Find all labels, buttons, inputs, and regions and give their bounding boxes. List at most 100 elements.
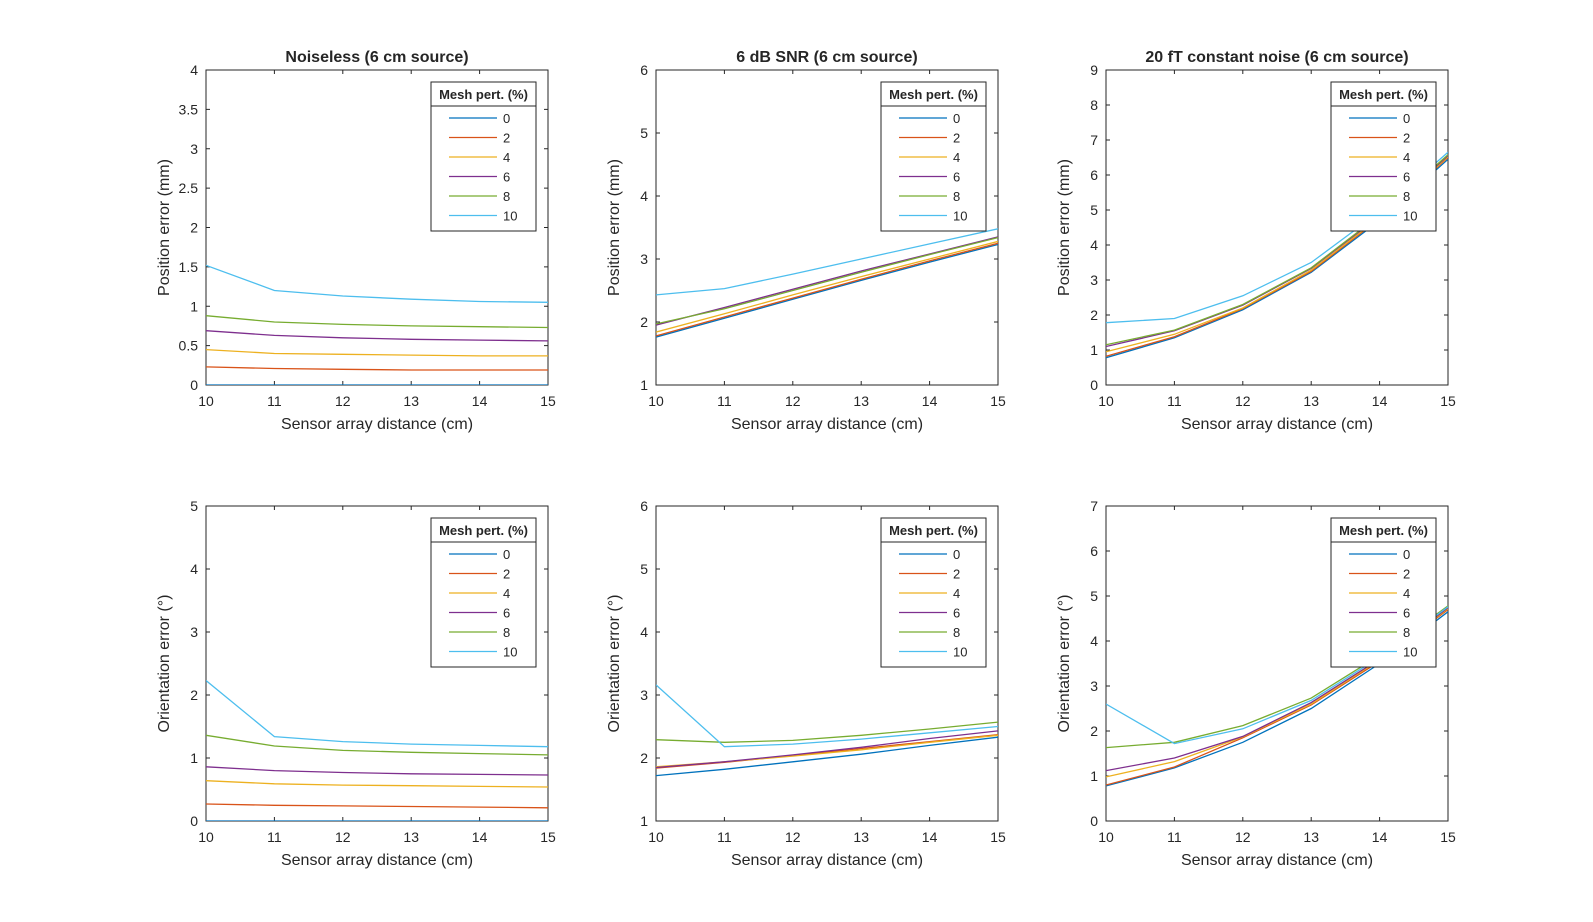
y-tick-label: 8 xyxy=(1090,97,1098,113)
legend-title: Mesh pert. (%) xyxy=(1339,523,1428,538)
legend-title: Mesh pert. (%) xyxy=(889,87,978,102)
x-axis-label: Sensor array distance (cm) xyxy=(731,852,923,869)
y-tick-label: 5 xyxy=(190,498,198,514)
y-tick-label: 1 xyxy=(640,377,648,393)
y-tick-label: 4 xyxy=(190,62,198,78)
legend-label: 0 xyxy=(503,547,510,562)
x-axis-label: Sensor array distance (cm) xyxy=(1181,852,1373,869)
legend-label: 10 xyxy=(503,645,517,660)
y-tick-label: 1 xyxy=(190,750,198,766)
series-line-0 xyxy=(656,736,998,777)
series-line-6 xyxy=(656,730,998,769)
legend-label: 10 xyxy=(1403,645,1417,660)
legend-label: 2 xyxy=(953,131,960,146)
x-tick-label: 10 xyxy=(648,829,664,845)
y-tick-label: 2 xyxy=(190,220,198,236)
y-tick-label: 3.5 xyxy=(179,101,199,117)
legend-label: 6 xyxy=(953,606,960,621)
series-group xyxy=(206,264,548,385)
series-line-8 xyxy=(206,734,548,756)
y-tick-label: 0 xyxy=(1090,377,1098,393)
chart-title: 20 fT constant noise (6 cm source) xyxy=(1145,49,1408,66)
x-tick-label: 15 xyxy=(1440,393,1456,409)
legend: Mesh pert. (%) 0 2 4 6 8 10 xyxy=(1330,81,1437,232)
legend-label: 6 xyxy=(503,170,510,185)
legend: Mesh pert. (%) 0 2 4 6 8 10 xyxy=(1330,517,1437,668)
y-tick-label: 5 xyxy=(1090,588,1098,604)
legend-label: 0 xyxy=(953,547,960,562)
x-tick-label: 12 xyxy=(785,393,801,409)
x-tick-label: 11 xyxy=(267,829,282,845)
legend-label: 6 xyxy=(953,170,960,185)
series-group xyxy=(656,228,998,338)
y-tick-label: 0 xyxy=(190,377,198,393)
series-line-10 xyxy=(206,679,548,748)
legend-label: 0 xyxy=(1403,547,1410,562)
x-axis-label: Sensor array distance (cm) xyxy=(281,416,473,433)
legend-title: Mesh pert. (%) xyxy=(439,523,528,538)
x-tick-label: 15 xyxy=(540,829,556,845)
y-tick-label: 2.5 xyxy=(179,180,199,196)
series-line-8 xyxy=(656,236,998,325)
legend-label: 2 xyxy=(1403,131,1410,146)
y-tick-label: 7 xyxy=(1090,132,1098,148)
x-tick-label: 11 xyxy=(1167,393,1182,409)
x-tick-label: 12 xyxy=(335,393,351,409)
x-tick-label: 15 xyxy=(990,393,1006,409)
x-tick-label: 11 xyxy=(717,829,732,845)
series-line-4 xyxy=(206,780,548,788)
y-tick-label: 2 xyxy=(1090,723,1098,739)
legend-label: 10 xyxy=(953,209,967,224)
y-tick-label: 6 xyxy=(640,62,648,78)
y-tick-label: 4 xyxy=(640,188,648,204)
x-tick-label: 15 xyxy=(540,393,556,409)
x-tick-label: 11 xyxy=(1167,829,1182,845)
y-tick-label: 0 xyxy=(1090,813,1098,829)
legend-label: 8 xyxy=(953,189,960,204)
series-line-10 xyxy=(656,228,998,296)
y-tick-label: 0 xyxy=(190,813,198,829)
y-tick-label: 3 xyxy=(1090,272,1098,288)
legend-label: 4 xyxy=(953,586,960,601)
x-tick-label: 15 xyxy=(1440,829,1456,845)
legend-label: 8 xyxy=(503,625,510,640)
y-tick-label: 9 xyxy=(1090,62,1098,78)
x-tick-label: 12 xyxy=(785,829,801,845)
y-tick-label: 4 xyxy=(190,561,198,577)
legend-label: 0 xyxy=(503,111,510,126)
legend-title: Mesh pert. (%) xyxy=(439,87,528,102)
series-line-6 xyxy=(206,330,548,342)
x-axis-label: Sensor array distance (cm) xyxy=(1181,416,1373,433)
legend-label: 0 xyxy=(1403,111,1410,126)
x-tick-label: 11 xyxy=(717,393,732,409)
y-tick-label: 3 xyxy=(190,624,198,640)
series-line-8 xyxy=(206,315,548,329)
legend-label: 4 xyxy=(1403,586,1410,601)
y-tick-label: 4 xyxy=(640,624,648,640)
y-tick-label: 2 xyxy=(640,750,648,766)
y-tick-label: 1 xyxy=(640,813,648,829)
x-tick-label: 14 xyxy=(1372,829,1388,845)
legend-label: 4 xyxy=(953,150,960,165)
x-tick-label: 14 xyxy=(472,393,488,409)
series-line-2 xyxy=(206,366,548,371)
legend-label: 4 xyxy=(503,150,510,165)
x-tick-label: 12 xyxy=(335,829,351,845)
y-tick-label: 1.5 xyxy=(179,259,199,275)
y-tick-label: 5 xyxy=(640,125,648,141)
x-tick-label: 14 xyxy=(472,829,488,845)
x-tick-label: 14 xyxy=(1372,393,1388,409)
x-tick-label: 10 xyxy=(1098,393,1114,409)
y-tick-label: 0.5 xyxy=(179,338,199,354)
y-tick-label: 3 xyxy=(1090,678,1098,694)
y-tick-label: 5 xyxy=(1090,202,1098,218)
y-tick-label: 3 xyxy=(640,251,648,267)
legend: Mesh pert. (%) 0 2 4 6 8 10 xyxy=(880,517,987,668)
legend-label: 0 xyxy=(953,111,960,126)
y-tick-label: 7 xyxy=(1090,498,1098,514)
series-line-10 xyxy=(656,684,998,748)
series-line-4 xyxy=(656,240,998,333)
